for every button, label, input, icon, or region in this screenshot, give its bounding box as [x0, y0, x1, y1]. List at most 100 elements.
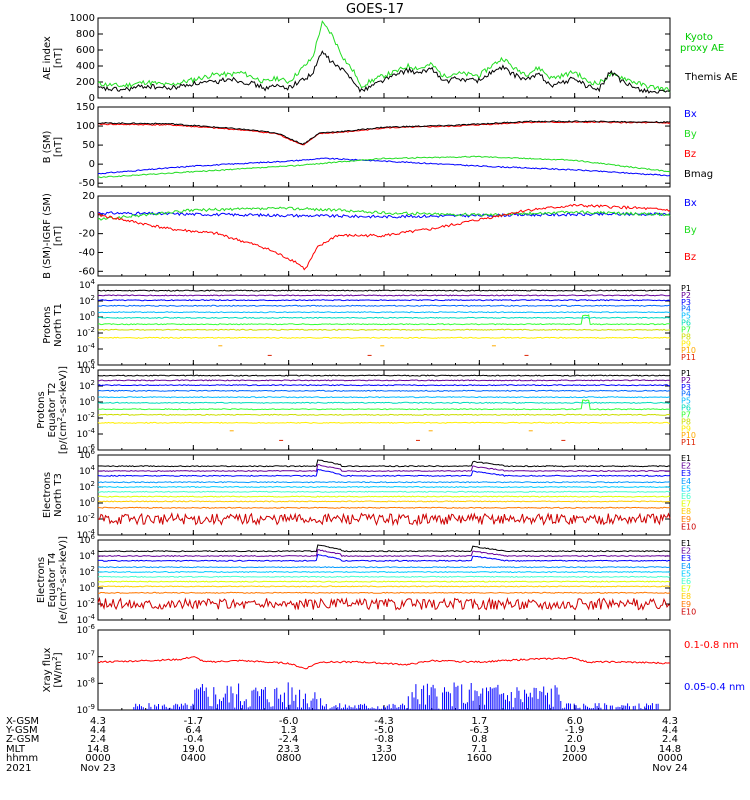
legend-entry: P10: [681, 346, 696, 355]
legend-entry: P3: [681, 383, 691, 392]
y-axis-label-line: [W/m2]: [51, 652, 64, 687]
legend-entry: P11: [681, 353, 696, 362]
y-axis-label: B (SM)-IGRF (SM) [nT]: [42, 193, 64, 279]
tick-value-mlt: 19.0: [182, 744, 204, 755]
tick-value-zgsm: -2.4: [279, 734, 299, 745]
panel-bsm: B (SM) [nT] -50 0 50 100 150 Bx By Bz Bmag: [42, 102, 713, 189]
panel-protons_t1: Protons North T1 104 102 100 10-2 10-4 10-6 P1P2…: [42, 278, 696, 371]
tick-value-mlt: 23.3: [278, 744, 300, 755]
tick-value-time: 1200: [371, 753, 396, 764]
y-tick-label: 100: [79, 395, 95, 408]
y-axis-label-line: North T1: [53, 303, 64, 347]
legend-entry: E10: [681, 607, 696, 616]
tick-value-mlt: 10.9: [564, 744, 586, 755]
legend-entry: P4: [681, 305, 691, 314]
y-tick-label: 10-6: [77, 443, 96, 456]
legend-entry: E4: [681, 477, 691, 486]
tick-value-xgsm: 4.3: [662, 716, 678, 727]
legend-entry: P1: [681, 369, 691, 378]
y-tick-label: 10-4: [77, 342, 96, 355]
legend-entry: E5: [681, 569, 691, 578]
y-axis-label: Electrons Equator T4[e/(cm2-s-sr-keV)]: [36, 536, 69, 624]
legend-entry: E8: [681, 592, 691, 601]
y-tick-label: 800: [76, 29, 95, 40]
legend-entry: P11: [681, 438, 696, 447]
y-tick-label: 10-2: [77, 411, 95, 424]
series-e4: [97, 566, 671, 569]
series-p2: [97, 379, 671, 382]
series-p4: [97, 304, 670, 307]
tick-value-xgsm: 4.3: [90, 716, 106, 727]
y-tick-label: 10-2: [77, 597, 95, 610]
legend-entry: E2: [681, 547, 691, 556]
y-axis-label-line: [nT]: [53, 48, 64, 68]
legend-entry: E7: [681, 585, 691, 594]
tick-value-time: 0400: [181, 753, 206, 764]
legend-entry: E3: [681, 554, 691, 563]
legend-entry: P9: [681, 424, 691, 433]
y-axis-label-line: B (SM)-IGRF (SM): [42, 193, 53, 279]
y-axis-label: Protons Equator T2[p/(cm2-s-sr-keV)]: [36, 366, 69, 454]
y-tick-label: 10-9: [77, 703, 95, 716]
y-tick-label: 150: [76, 102, 95, 113]
legend-entry: E9: [681, 515, 691, 524]
series-p8: [97, 413, 671, 416]
y-tick-label: 0: [89, 210, 95, 221]
tick-value-time: 2000: [562, 753, 587, 764]
tick-value-date: Nov 23: [80, 763, 115, 774]
series-e5: [97, 485, 670, 489]
series-themis-ae: [97, 50, 671, 94]
y-tick-label: 10-2: [77, 512, 95, 525]
legend-entry: P2: [681, 376, 691, 385]
row-label: 2021: [6, 763, 31, 774]
legend-entry: E8: [681, 507, 691, 516]
y-tick-label: -20: [79, 229, 95, 240]
series-bx: [97, 157, 671, 177]
legend-entry: Bx: [684, 109, 697, 120]
series-e3: [97, 468, 671, 477]
y-axis-label-line: Electrons: [36, 557, 47, 603]
legend-entry: 0.05-0.4 nm: [684, 682, 745, 693]
figure-title: GOES-17: [345, 2, 404, 17]
tick-value-ygsm: -1.9: [565, 725, 585, 736]
y-tick-label: 100: [79, 581, 95, 594]
x-axis-annotation: X-GSMY-GSMZ-GSMMLThhmm20214.34.42.414.80…: [5, 716, 688, 774]
panel-ae: AE index [nT] 0 200 400 600 800 1000 Kyotoproxy …: [42, 13, 738, 104]
series-e9: [97, 506, 671, 509]
series-e2: [97, 549, 671, 558]
legend-entry: P5: [681, 397, 691, 406]
legend-entry: E6: [681, 492, 691, 501]
panel-frame: [97, 17, 671, 99]
legend-entry: Kyoto: [685, 32, 713, 43]
tick-value-date: Nov 24: [652, 763, 687, 774]
panel-frame: [97, 106, 671, 188]
series-p8: [97, 328, 671, 331]
panel-protons_t2: Protons Equator T2[p/(cm2-s-sr-keV)] 104 10…: [36, 363, 696, 456]
legend-entry: E1: [681, 454, 691, 463]
y-axis-label-line: Equator T4: [47, 553, 58, 608]
row-label: Z-GSM: [6, 734, 39, 745]
series-e3: [97, 553, 671, 562]
y-tick-label: 600: [76, 45, 95, 56]
y-tick-label: 1000: [70, 13, 95, 24]
y-tick-label: 400: [76, 61, 95, 72]
legend-entry: P2: [681, 291, 691, 300]
y-axis-label-line: AE index: [42, 36, 53, 80]
legend-entry: Bz: [684, 149, 696, 160]
y-tick-label: 10-4: [77, 613, 96, 626]
y-tick-label: 10-2: [77, 326, 95, 339]
tick-value-ygsm: 4.4: [662, 725, 678, 736]
tick-value-zgsm: -0.8: [374, 734, 394, 745]
series-p1: [97, 289, 671, 292]
series-p2: [97, 294, 671, 297]
series-e1: [97, 544, 671, 553]
series-p4: [97, 389, 671, 392]
legend-entry: E2: [681, 462, 691, 471]
tick-value-xgsm: -1.7: [184, 716, 204, 727]
series-p9: [97, 421, 671, 424]
y-tick-label: 104: [79, 363, 95, 376]
series-p7: [97, 399, 671, 411]
tick-value-mlt: 3.3: [376, 744, 392, 755]
tick-value-mlt: 14.8: [659, 744, 681, 755]
y-tick-label: 106: [79, 533, 95, 546]
